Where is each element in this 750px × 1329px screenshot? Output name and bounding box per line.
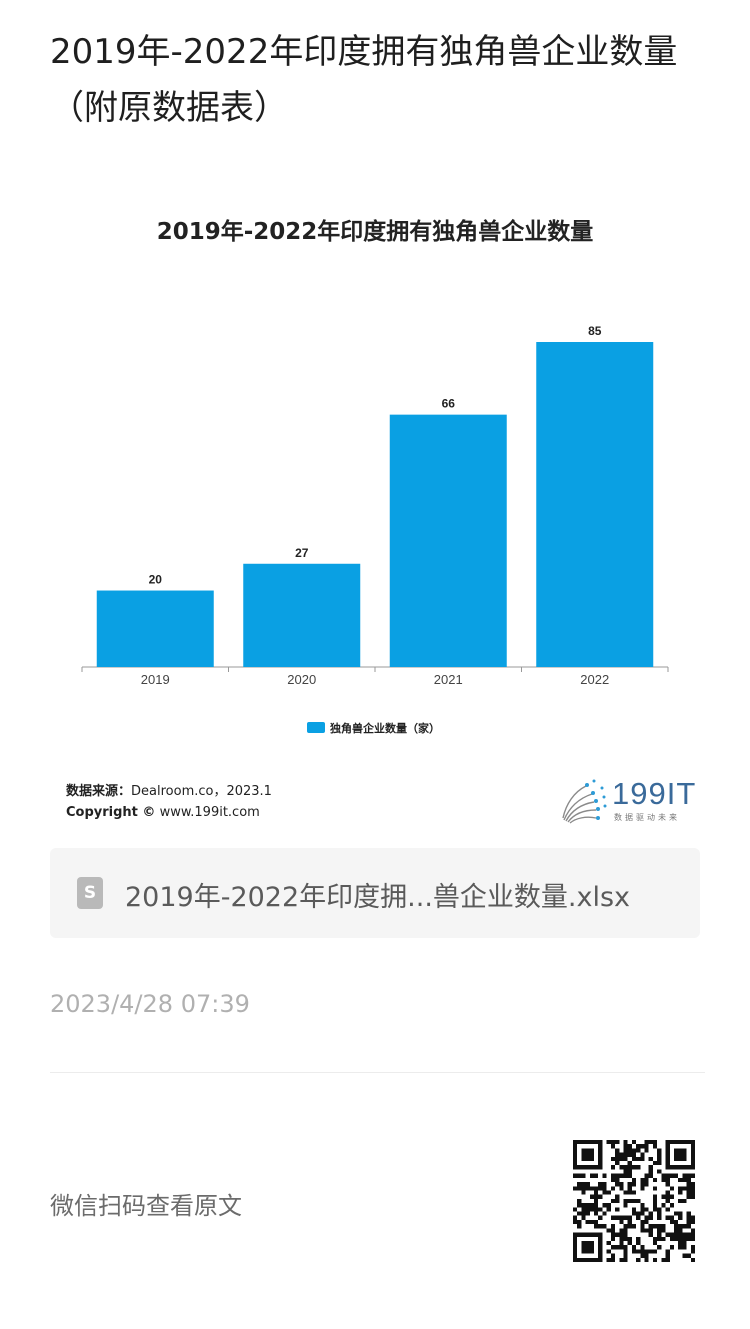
copyright-label: Copyright © (66, 805, 156, 820)
bar-chart: 20 2019 27 2020 66 2021 85 2022 独角兽企业数量（家） (81, 324, 669, 735)
page-title: 2019年-2022年印度拥有独角兽企业数量（附原数据表） (50, 32, 678, 128)
legend-swatch (307, 722, 325, 733)
copyright-site: www.199it.com (159, 805, 260, 820)
divider (50, 1072, 705, 1073)
qr-modules (573, 1140, 695, 1262)
bar-2022 (536, 342, 654, 667)
data-label-2021: 66 (442, 397, 456, 411)
chart-card: 20 2019 27 2020 66 2021 85 2022 独角兽企业数量（家） 2019年… (50, 185, 710, 835)
logo-subtitle: 数据驱动未来 (614, 813, 680, 822)
x-tick-label-2021: 2021 (434, 672, 463, 687)
file-name[interactable]: 2019年-2022年印度拥...兽企业数量.xlsx (125, 882, 631, 913)
source-label: 数据来源： (66, 784, 132, 799)
data-label-2022: 85 (588, 324, 602, 338)
file-attachment-card[interactable]: S 2019年-2022年印度拥...兽企业数量.xlsx (50, 848, 700, 938)
x-tick-label-2019: 2019 (141, 672, 170, 687)
data-label-2020: 27 (295, 546, 309, 560)
source-block: 数据来源：Dealroom.co，2023.1 Copyright © www.… (66, 781, 272, 823)
wechat-scan-label: 微信扫码查看原文 (50, 1192, 242, 1220)
source-text: Dealroom.co，2023.1 (131, 784, 272, 799)
bar-2019 (96, 590, 214, 667)
x-tick-label-2020: 2020 (287, 672, 316, 687)
legend-label: 独角兽企业数量（家） (329, 721, 440, 735)
data-label-2019: 20 (149, 573, 163, 587)
chart-title: 2019年-2022年印度拥有独角兽企业数量 (156, 219, 594, 245)
bar-2020 (243, 563, 361, 667)
x-tick-label-2022: 2022 (580, 672, 609, 687)
publish-timestamp: 2023/4/28 07:39 (50, 990, 250, 1018)
logo-199it: 199IT 数据驱动未来 (560, 776, 695, 826)
qr-code-icon[interactable] (573, 1140, 695, 1262)
bar-2021 (389, 414, 507, 667)
logo-text: 199IT (612, 776, 697, 811)
logo-mark-icon (562, 779, 607, 824)
spreadsheet-file-icon: S (77, 877, 103, 909)
